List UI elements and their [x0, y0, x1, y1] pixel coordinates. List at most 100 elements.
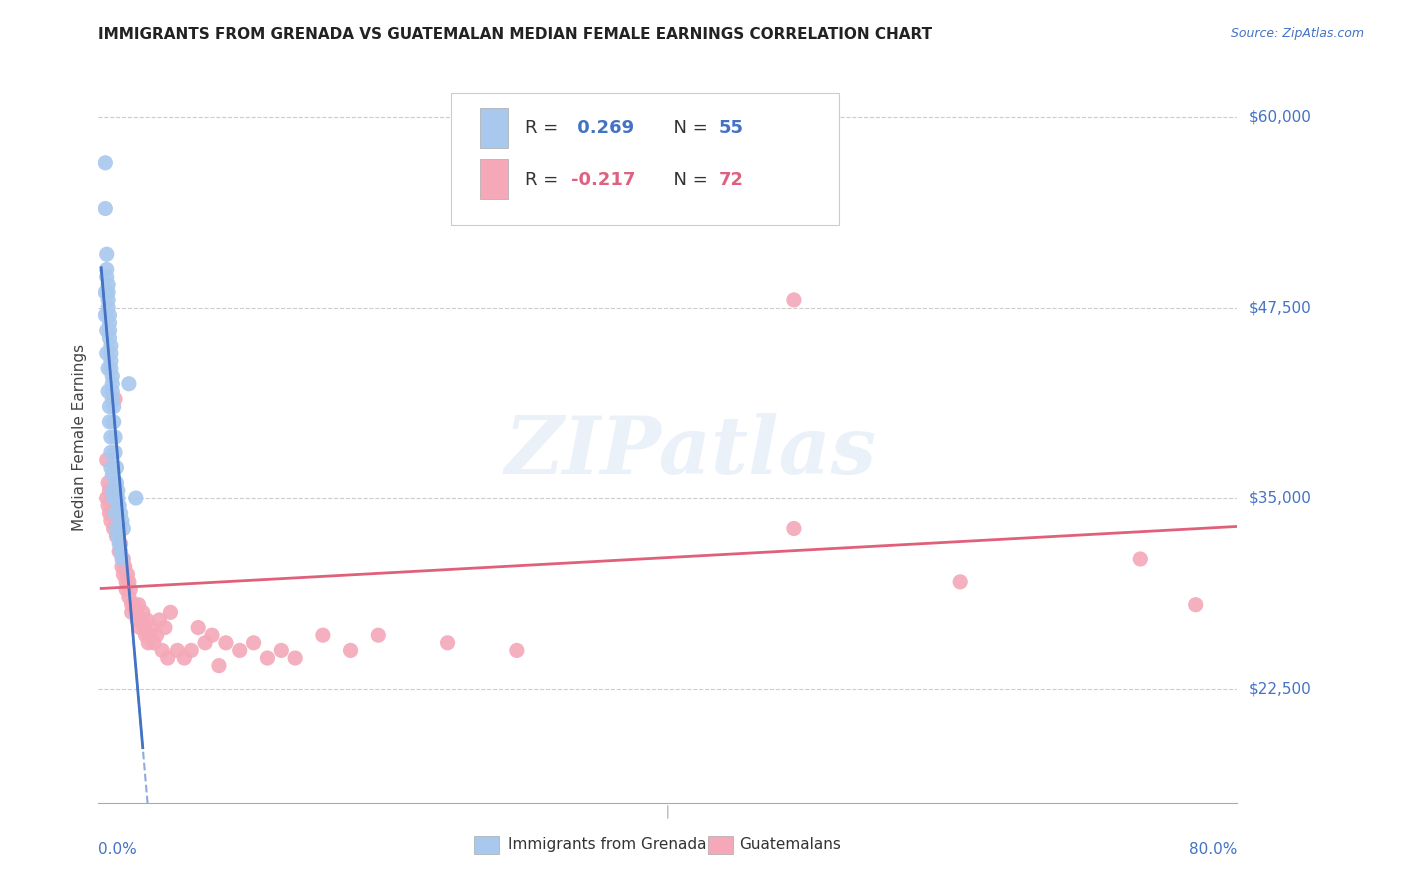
- Point: [112, 521, 135, 535]
- Point: [100, 445, 122, 459]
- Point: [124, 598, 146, 612]
- Point: [115, 582, 138, 597]
- Point: [108, 537, 131, 551]
- Point: [644, 186, 666, 201]
- Bar: [474, 836, 499, 854]
- Point: [96, 247, 118, 261]
- Point: [118, 376, 141, 391]
- Point: [97, 285, 120, 300]
- Point: [367, 628, 389, 642]
- Point: [105, 475, 128, 490]
- Point: [783, 521, 806, 535]
- Point: [107, 491, 129, 505]
- Text: Guatemalans: Guatemalans: [740, 837, 841, 852]
- Text: 0.0%: 0.0%: [98, 842, 138, 856]
- Point: [173, 651, 195, 665]
- Point: [949, 574, 972, 589]
- Point: [97, 361, 120, 376]
- Y-axis label: Median Female Earnings: Median Female Earnings: [72, 343, 87, 531]
- Point: [194, 636, 217, 650]
- Point: [96, 262, 118, 277]
- Text: $60,000: $60,000: [1249, 110, 1312, 125]
- Point: [96, 323, 118, 337]
- Point: [145, 628, 167, 642]
- Point: [138, 628, 160, 642]
- Point: [101, 369, 124, 384]
- Point: [100, 339, 122, 353]
- Point: [98, 331, 121, 345]
- Point: [105, 460, 128, 475]
- Point: [100, 491, 122, 505]
- Point: [101, 392, 124, 406]
- Point: [118, 590, 141, 604]
- Point: [98, 400, 121, 414]
- Point: [166, 643, 188, 657]
- Point: [97, 277, 120, 292]
- Point: [101, 506, 124, 520]
- Point: [107, 529, 129, 543]
- Point: [104, 392, 127, 406]
- Text: $47,500: $47,500: [1249, 300, 1312, 315]
- Text: $22,500: $22,500: [1249, 681, 1312, 696]
- Point: [94, 308, 117, 322]
- Point: [98, 323, 121, 337]
- Point: [111, 552, 134, 566]
- Point: [208, 658, 231, 673]
- Point: [103, 415, 125, 429]
- Point: [129, 621, 152, 635]
- Point: [150, 643, 173, 657]
- Point: [104, 506, 127, 520]
- Point: [100, 346, 122, 360]
- Point: [98, 308, 121, 322]
- Point: [117, 567, 139, 582]
- Point: [105, 529, 128, 543]
- Point: [121, 605, 143, 619]
- Point: [1184, 598, 1206, 612]
- Text: R =: R =: [526, 170, 564, 188]
- Point: [134, 621, 156, 635]
- Point: [120, 582, 142, 597]
- Point: [100, 460, 122, 475]
- Point: [98, 506, 121, 520]
- Point: [101, 376, 124, 391]
- Point: [100, 514, 122, 528]
- Point: [107, 483, 129, 498]
- Bar: [479, 159, 509, 200]
- Point: [94, 155, 117, 169]
- Point: [131, 613, 153, 627]
- Point: [135, 613, 157, 627]
- Text: N =: N =: [662, 119, 714, 136]
- Point: [98, 483, 121, 498]
- Point: [128, 598, 150, 612]
- Point: [242, 636, 264, 650]
- Point: [284, 651, 307, 665]
- Point: [96, 346, 118, 360]
- Point: [256, 651, 278, 665]
- Point: [103, 521, 125, 535]
- Point: [156, 651, 179, 665]
- Point: [125, 605, 148, 619]
- Point: [114, 559, 136, 574]
- Text: 55: 55: [718, 119, 744, 136]
- Point: [97, 301, 120, 315]
- Point: [97, 499, 120, 513]
- Point: [108, 544, 131, 558]
- Text: 72: 72: [718, 170, 744, 188]
- Text: IMMIGRANTS FROM GRENADA VS GUATEMALAN MEDIAN FEMALE EARNINGS CORRELATION CHART: IMMIGRANTS FROM GRENADA VS GUATEMALAN ME…: [98, 27, 932, 42]
- Point: [104, 445, 127, 459]
- Point: [125, 491, 148, 505]
- Point: [104, 430, 127, 444]
- Point: [148, 613, 170, 627]
- Point: [127, 613, 149, 627]
- Point: [100, 354, 122, 368]
- Text: 0.269: 0.269: [571, 119, 634, 136]
- Point: [436, 636, 458, 650]
- Point: [98, 316, 121, 330]
- Point: [101, 384, 124, 399]
- Point: [108, 521, 131, 535]
- Point: [101, 483, 124, 498]
- Point: [153, 621, 176, 635]
- Text: R =: R =: [526, 119, 564, 136]
- Point: [121, 598, 143, 612]
- Point: [111, 559, 134, 574]
